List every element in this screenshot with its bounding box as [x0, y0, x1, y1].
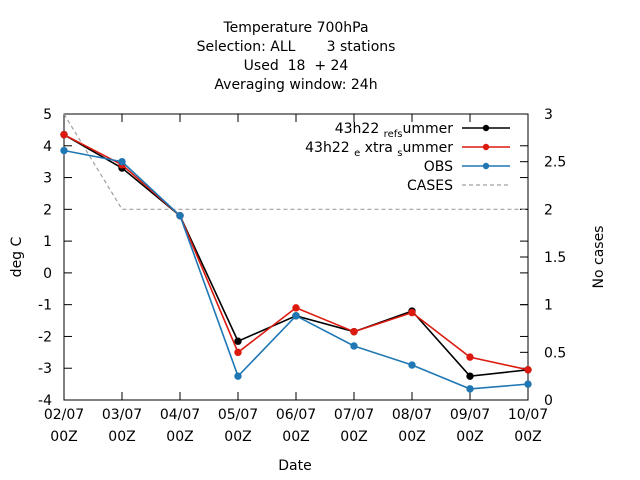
title-line: Used 18 + 24 — [244, 58, 349, 74]
y-tick-label: -3 — [38, 361, 52, 377]
y-tick-label: 3 — [43, 171, 52, 187]
data-point — [350, 327, 358, 336]
y2-tick-label: 2.5 — [544, 155, 566, 171]
legend-marker — [482, 124, 490, 132]
data-point — [466, 372, 474, 380]
x-tick-label: 00Z — [514, 429, 541, 445]
y2-tick-label: 0 — [544, 393, 553, 409]
y-tick-label: 2 — [43, 202, 52, 218]
x-tick-label: 08/07 — [392, 407, 432, 423]
x-tick-label: 10/07 — [508, 407, 548, 423]
x-tick-label: 00Z — [456, 429, 483, 445]
series-layer — [60, 113, 532, 393]
x-tick-label: 05/07 — [218, 407, 258, 423]
y2-tick-label: 2 — [544, 202, 553, 218]
x-tick-label: 09/07 — [450, 407, 490, 423]
data-point — [292, 304, 300, 312]
y2-tick-label: 1.5 — [544, 250, 566, 266]
y-tick-label: -2 — [38, 329, 52, 345]
series-line-43h22 — [63, 133, 529, 371]
x-tick-label: 00Z — [166, 429, 193, 445]
series-line-43h22 — [63, 134, 529, 378]
y2-tick-label: 0.5 — [544, 345, 566, 361]
data-point — [350, 342, 358, 350]
x-tick-label: 04/07 — [160, 407, 200, 423]
data-point — [60, 146, 68, 155]
data-point — [408, 361, 416, 369]
data-point — [524, 380, 532, 388]
data-point — [234, 348, 242, 357]
y2-tick-label: 3 — [544, 107, 553, 123]
legend-label: OBS — [424, 159, 453, 175]
y-axis-label: deg C — [9, 236, 25, 277]
plot-frame — [63, 113, 529, 401]
y2-axis: 0 0.5 1 1.5 2 2.5 3 — [520, 107, 566, 409]
title-line: Temperature 700hPa — [222, 20, 368, 36]
y2-tick-label: 1 — [544, 298, 553, 314]
x-tick-label: 00Z — [224, 429, 251, 445]
data-point — [176, 211, 184, 220]
data-point — [408, 308, 416, 317]
data-point — [466, 353, 474, 361]
y-tick-label: 5 — [43, 107, 52, 123]
x-tick-label: 00Z — [398, 429, 425, 445]
data-point — [60, 130, 68, 139]
y-axis: -4 -3 -2 -1 0 1 2 3 4 5 — [38, 107, 528, 409]
x-tick-label: 00Z — [282, 429, 309, 445]
title-line: Selection: ALL 3 stations — [197, 39, 396, 55]
x-tick-label: 06/07 — [276, 407, 316, 423]
data-point — [524, 366, 532, 374]
legend-marker — [482, 143, 490, 151]
chart-title: Temperature 700hPa Selection: ALL 3 stati… — [197, 20, 396, 93]
legend-label: 43h22 e xtra summer — [305, 140, 453, 159]
series-line-obs — [63, 149, 529, 390]
series-line-cases — [63, 113, 528, 210]
y-tick-label: 1 — [43, 234, 52, 250]
y2-axis-label: No cases — [591, 226, 607, 289]
data-point — [234, 372, 242, 380]
data-point — [234, 337, 242, 345]
x-tick-label: 00Z — [50, 429, 77, 445]
legend-label: 43h22 refsummer — [335, 121, 454, 140]
legend-label: CASES — [407, 178, 453, 194]
x-tick-label: 02/07 — [44, 407, 84, 423]
data-point — [292, 312, 300, 320]
x-tick-label: 03/07 — [102, 407, 142, 423]
y-tick-label: 4 — [43, 139, 52, 155]
data-point — [118, 157, 126, 166]
y-tick-label: 0 — [43, 266, 52, 282]
legend-marker — [482, 162, 490, 170]
title-line: Averaging window: 24h — [214, 77, 377, 93]
x-tick-label: 00Z — [108, 429, 135, 445]
x-axis-label: Date — [278, 458, 311, 474]
x-tick-label: 07/07 — [334, 407, 374, 423]
plot-border — [63, 113, 529, 401]
y-tick-label: -1 — [38, 298, 52, 314]
x-axis: 02/07 00Z 03/07 00Z 04/07 00Z 05/07 00Z 06/07 00Z… — [44, 114, 548, 445]
data-point — [466, 385, 474, 393]
y-tick-label: -4 — [38, 393, 52, 409]
x-tick-label: 00Z — [340, 429, 367, 445]
